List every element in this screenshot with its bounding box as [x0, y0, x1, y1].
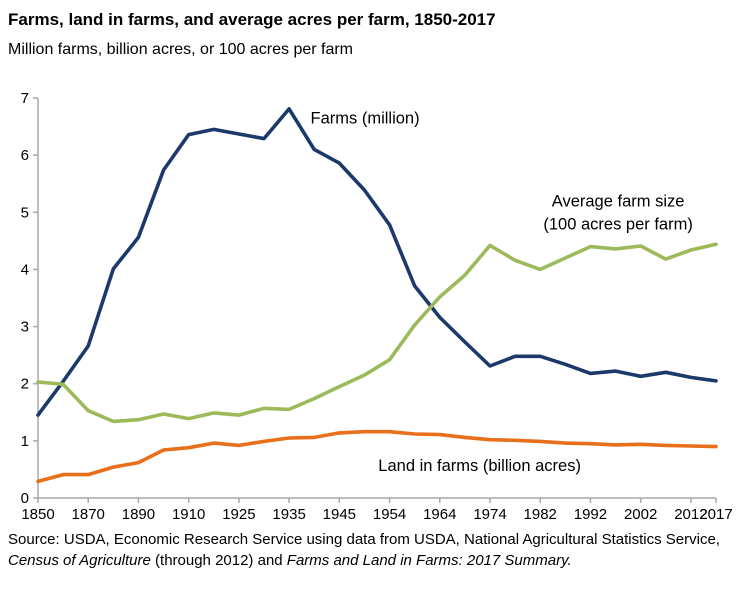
chart-subtitle: Million farms, billion acres, or 100 acr… — [8, 41, 354, 59]
x-tick-label: 1890 — [122, 506, 155, 523]
source-census-title: Census of Agriculture — [8, 551, 151, 569]
source-note: Source: USDA, Economic Research Service … — [0, 525, 754, 571]
y-tick-label: 0 — [21, 490, 29, 507]
y-tick-label: 6 — [21, 147, 29, 164]
x-tick-label: 1910 — [172, 506, 205, 523]
y-tick-label: 3 — [21, 318, 29, 335]
x-tick-label: 1850 — [21, 506, 54, 523]
x-tick-label: 1982 — [524, 506, 557, 523]
x-tick-label: 2017 — [699, 506, 732, 523]
x-tick-label: 1870 — [72, 506, 105, 523]
farms-line — [36, 106, 718, 417]
x-tick-label: 1992 — [574, 506, 607, 523]
x-tick-label: 1935 — [272, 506, 305, 523]
series-annotation: (100 acres per farm) — [543, 215, 692, 233]
source-text: Source: USDA, Economic Research Service … — [8, 530, 720, 548]
y-tick-label: 4 — [21, 261, 29, 278]
land-in-farms-line — [36, 429, 718, 483]
y-tick-label: 2 — [21, 375, 29, 392]
source-publication-title: Farms and Land in Farms: 2017 Summary. — [286, 551, 572, 569]
series-annotation: Average farm size — [552, 192, 685, 210]
source-text-mid: (through 2012) and — [150, 551, 287, 569]
x-tick-label: 1974 — [473, 506, 506, 523]
y-tick-label: 7 — [21, 90, 29, 107]
avg-farm-size-line — [36, 242, 718, 423]
x-tick-label: 2012 — [674, 506, 707, 523]
y-tick-label: 1 — [21, 432, 29, 449]
x-tick-label: 1954 — [373, 506, 406, 523]
y-tick-label: 5 — [21, 204, 29, 221]
x-tick-label: 1945 — [323, 506, 356, 523]
chart-title: Farms, land in farms, and average acres … — [8, 10, 496, 29]
x-tick-label: 2002 — [624, 506, 657, 523]
series-annotation: Farms (million) — [311, 109, 420, 127]
axis-lines — [37, 97, 716, 499]
series-annotation: Land in farms (billion acres) — [378, 457, 581, 475]
x-tick-label: 1925 — [222, 506, 255, 523]
x-tick-label: 1964 — [423, 506, 456, 523]
farm-chart: 0 1 2 3 4 5 6 7 1850 1870 1890 1910 1925 1935 1945 1954… — [21, 90, 733, 523]
